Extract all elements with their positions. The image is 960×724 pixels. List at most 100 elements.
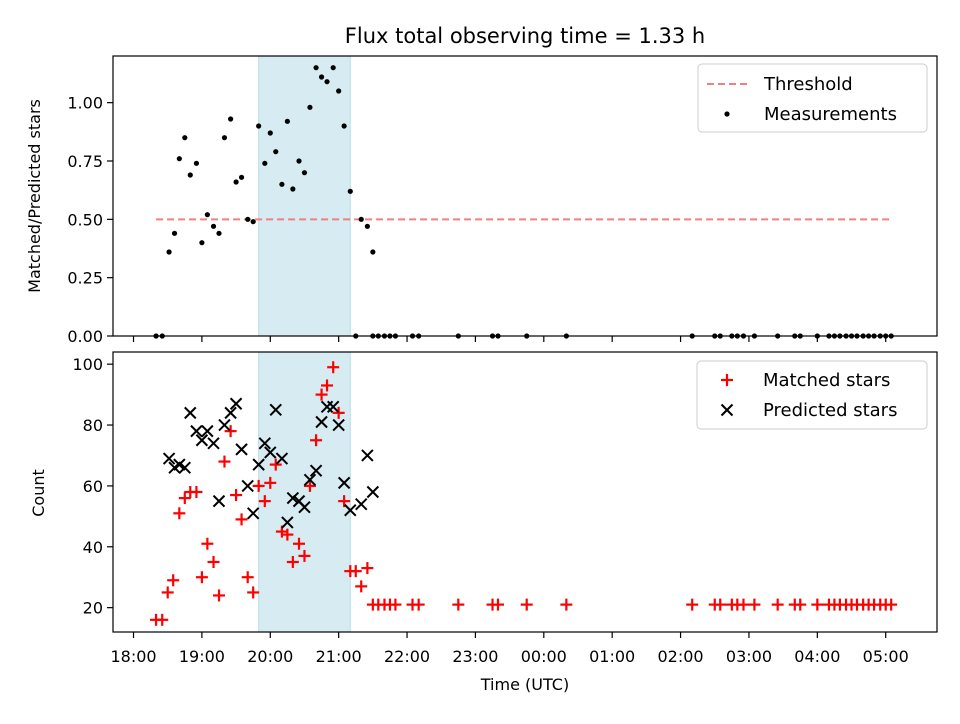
predicted-star-point	[281, 516, 294, 529]
matched-star-point	[355, 580, 368, 593]
predicted-star-point	[218, 418, 231, 432]
top-y-tick-label: 0.25	[67, 269, 103, 288]
x-tick-label: 18:00	[110, 647, 156, 666]
x-tick-label: 20:00	[247, 647, 293, 666]
top-legend-box	[697, 63, 928, 133]
measurement-point	[267, 130, 273, 136]
predicted-star-point	[224, 406, 237, 420]
top-panel: 0.00 0.25 0.50 0.75 1.00 Flux total observin…	[25, 24, 938, 346]
matched-star-point	[201, 537, 214, 550]
measurement-point	[176, 156, 182, 162]
matched-star-point	[212, 589, 225, 602]
predicted-star-point	[246, 507, 260, 520]
matched-star-point	[252, 479, 265, 492]
matched-star-point	[230, 489, 243, 502]
measurement-point	[238, 174, 245, 180]
x-tick-label: 01:00	[589, 647, 635, 666]
measurement-point	[364, 223, 370, 229]
matched-star-point	[349, 565, 362, 578]
matched-star-point	[264, 476, 277, 489]
matched-star-point	[771, 598, 784, 611]
matched-star-point	[748, 598, 761, 611]
measurement-point	[313, 65, 319, 71]
x-tick-label: 19:00	[179, 647, 225, 666]
measurement-point	[210, 223, 217, 229]
matched-star-point	[389, 598, 402, 611]
measurement-point	[273, 149, 279, 155]
measurement-point	[216, 230, 222, 236]
measurement-point	[370, 249, 376, 255]
predicted-star-point	[252, 458, 265, 471]
matched-star-point	[560, 598, 573, 611]
measurement-point	[301, 170, 308, 176]
bottom-y-tick-label: 60	[83, 477, 103, 496]
predicted-star-point	[309, 464, 323, 477]
measurement-point	[171, 230, 178, 236]
predicted-star-point	[258, 437, 272, 450]
matched-star-point	[173, 507, 186, 520]
matched-star-point	[190, 486, 203, 498]
x-tick-label: 00:00	[521, 647, 567, 666]
matched-star-point	[292, 537, 305, 550]
top-y-tick-label: 0.50	[67, 210, 103, 229]
matched-star-point	[195, 571, 208, 584]
measurement-point	[233, 179, 239, 185]
predicted-star-point	[366, 485, 380, 499]
matched-star-point	[332, 406, 345, 419]
predicted-star-point	[178, 461, 192, 474]
matched-star-point	[161, 586, 174, 599]
top-x-ticks	[132, 336, 887, 342]
predicted-star-point	[361, 449, 374, 462]
measurement-point	[307, 104, 313, 110]
matched-star-point	[737, 598, 750, 611]
predicted-star-point	[229, 397, 243, 410]
x-tick-label: 22:00	[384, 647, 430, 666]
x-axis-label: Time (UTC)	[480, 675, 569, 694]
top-y-axis-label: Matched/Predicted stars	[25, 99, 44, 293]
measurement-point	[279, 181, 285, 187]
bottom-axes-frame	[112, 351, 938, 633]
predicted-star-point	[190, 424, 203, 438]
bottom-legend-box	[696, 360, 928, 430]
measurement-point	[318, 74, 325, 80]
measurement-point	[228, 116, 234, 122]
predicted-star-point	[337, 476, 351, 490]
measurement-point	[199, 240, 205, 246]
measurement-point	[347, 188, 353, 194]
measurement-point	[193, 160, 200, 166]
bottom-y-ticks: 20 40 60 80 100	[72, 355, 113, 618]
measurement-point	[330, 65, 336, 71]
measurement-point	[256, 123, 262, 129]
matched-star-point	[235, 513, 248, 526]
top-y-tick-label: 0.00	[67, 327, 103, 346]
predicted-star-point	[332, 418, 345, 432]
matched-star-point	[452, 598, 465, 611]
measurement-point	[187, 172, 193, 178]
matched-star-point	[321, 379, 334, 392]
predicted-star-point	[344, 504, 357, 517]
bottom-y-axis-label: Count	[29, 469, 48, 517]
matched-star-point	[303, 479, 316, 492]
x-tick-label: 21:00	[316, 647, 362, 666]
matched-star-point	[281, 528, 294, 541]
matched-star-point	[224, 425, 237, 438]
matched-star-point	[178, 492, 191, 505]
measurements-legend-swatch	[724, 111, 730, 117]
measurement-point	[245, 216, 251, 222]
measurement-point	[204, 212, 210, 218]
matched-star-point	[327, 361, 340, 374]
predicted-star-point	[264, 446, 277, 459]
predicted-star-point	[275, 452, 289, 465]
predicted-star-point	[235, 443, 248, 456]
measurements-legend-label: Measurements	[764, 104, 897, 125]
predicted-star-point	[298, 501, 311, 514]
measurement-point	[324, 79, 330, 85]
x-tick-label: 02:00	[658, 647, 704, 666]
matched-star-point	[361, 562, 374, 575]
bottom-highlight-span	[258, 351, 351, 633]
predicted-star-point	[326, 400, 340, 413]
predicted-star-point	[355, 497, 368, 511]
predicted-legend-label: Predicted stars	[763, 400, 897, 421]
x-tick-label: 23:00	[452, 647, 498, 666]
matched-star-point	[207, 556, 220, 568]
